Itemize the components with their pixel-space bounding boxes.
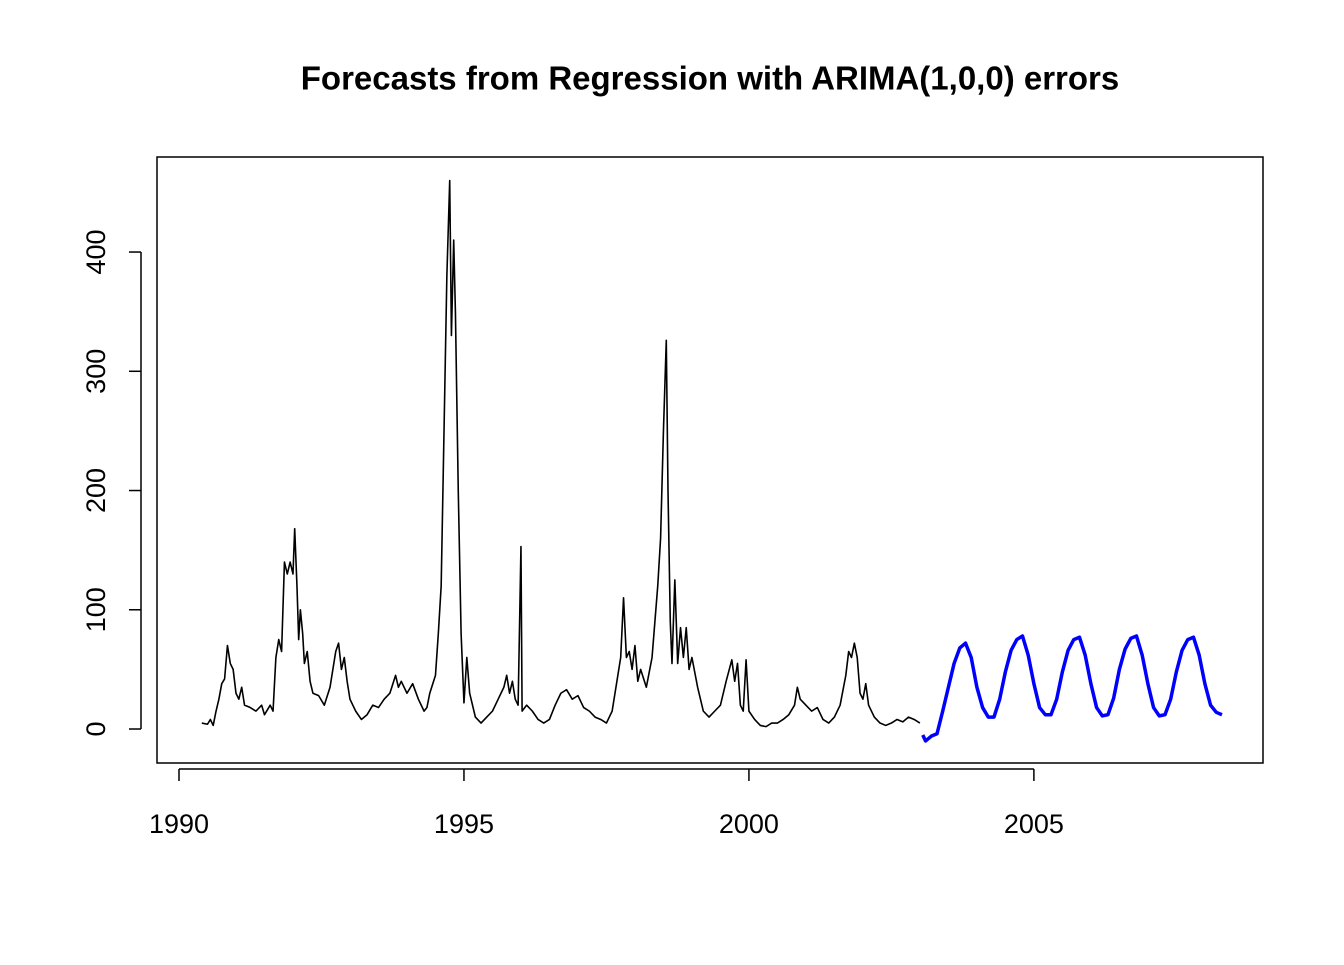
y-tick-label: 0 (81, 721, 111, 736)
y-tick-label: 200 (81, 468, 111, 513)
y-tick-label: 300 (81, 349, 111, 394)
x-tick-label: 2000 (719, 809, 779, 839)
x-tick-label: 2005 (1004, 809, 1064, 839)
x-tick-label: 1990 (149, 809, 209, 839)
y-tick-label: 400 (81, 230, 111, 275)
x-tick-label: 1995 (434, 809, 494, 839)
chart-title: Forecasts from Regression with ARIMA(1,0… (301, 60, 1120, 97)
series-line (201, 179, 921, 728)
plot-box (156, 156, 1264, 764)
series-line (921, 634, 1223, 743)
y-tick-label: 100 (81, 587, 111, 632)
